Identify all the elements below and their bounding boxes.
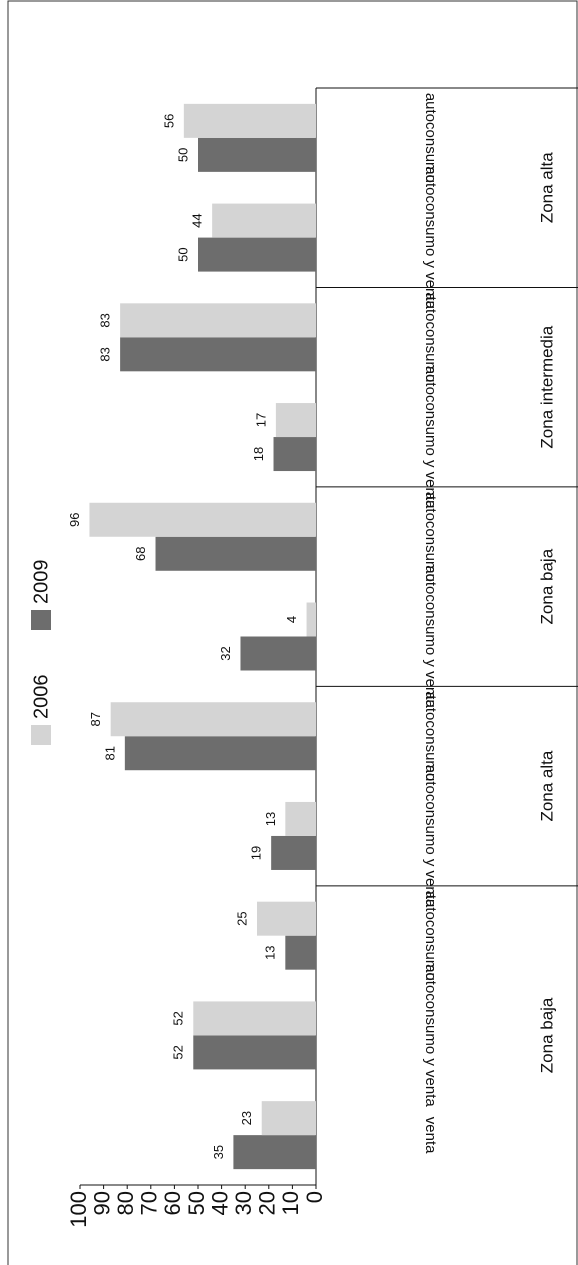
category-label: autoconsumo bbox=[422, 292, 439, 382]
y-tick-label: 50 bbox=[184, 1191, 209, 1215]
bar bbox=[110, 702, 317, 737]
data-label: 96 bbox=[67, 513, 82, 527]
data-label: 25 bbox=[234, 911, 249, 925]
data-label: 87 bbox=[88, 712, 103, 726]
category-label: autoconsumo bbox=[422, 93, 439, 183]
legend-swatch bbox=[31, 610, 51, 630]
data-label: 32 bbox=[218, 646, 233, 660]
bar bbox=[155, 536, 316, 571]
category-label: autoconsumo y venta bbox=[422, 964, 439, 1107]
y-tick-label: 30 bbox=[231, 1191, 256, 1215]
bar bbox=[306, 602, 316, 637]
bar bbox=[212, 203, 316, 238]
bar bbox=[120, 303, 317, 338]
bar bbox=[275, 403, 316, 438]
y-tick-label: 60 bbox=[160, 1191, 185, 1215]
data-label: 56 bbox=[161, 114, 176, 128]
bar bbox=[273, 437, 316, 472]
data-label: 4 bbox=[284, 616, 299, 623]
bar bbox=[193, 1035, 316, 1070]
category-label: autoconsumo y venta bbox=[422, 565, 439, 708]
data-label: 83 bbox=[98, 347, 113, 361]
category-label: autoconsumo y venta bbox=[422, 765, 439, 908]
bar bbox=[285, 801, 316, 836]
data-label: 50 bbox=[175, 247, 190, 261]
category-label: autoconsumo y venta bbox=[422, 366, 439, 509]
category-label: autoconsumo bbox=[422, 492, 439, 582]
category-label: autoconsumo bbox=[422, 691, 439, 781]
y-tick-label: 0 bbox=[302, 1191, 327, 1203]
data-label: 83 bbox=[98, 313, 113, 327]
category-label: autoconsumo bbox=[422, 891, 439, 981]
group-label: Zona baja bbox=[537, 997, 556, 1073]
bar bbox=[120, 337, 317, 372]
bar bbox=[183, 103, 316, 138]
group-label: Zona alta bbox=[537, 750, 556, 821]
bar bbox=[198, 137, 316, 172]
data-label: 23 bbox=[239, 1111, 254, 1125]
bar bbox=[271, 835, 316, 870]
data-label: 44 bbox=[190, 213, 205, 227]
bar bbox=[261, 1101, 316, 1136]
data-label: 52 bbox=[171, 1011, 186, 1025]
category-label: venta bbox=[422, 1117, 439, 1154]
data-label: 13 bbox=[263, 945, 278, 959]
y-tick-label: 70 bbox=[137, 1191, 162, 1215]
data-label: 19 bbox=[249, 846, 264, 860]
group-label: Zona intermedia bbox=[537, 325, 556, 448]
data-label: 68 bbox=[133, 547, 148, 561]
bar bbox=[89, 502, 316, 537]
data-label: 50 bbox=[175, 148, 190, 162]
y-tick-label: 10 bbox=[278, 1191, 303, 1215]
data-label: 35 bbox=[211, 1145, 226, 1159]
y-tick-label: 80 bbox=[113, 1191, 138, 1215]
bar bbox=[198, 237, 316, 272]
bar bbox=[233, 1135, 316, 1170]
legend-label: 2006 bbox=[30, 675, 52, 720]
y-tick-label: 90 bbox=[89, 1191, 114, 1215]
bar bbox=[124, 736, 316, 771]
y-tick-label: 40 bbox=[207, 1191, 232, 1215]
group-label: Zona alta bbox=[537, 152, 556, 223]
legend-label: 2009 bbox=[30, 560, 52, 605]
data-label: 18 bbox=[251, 447, 266, 461]
group-label: Zona baja bbox=[537, 548, 556, 624]
bar bbox=[193, 1001, 316, 1036]
data-label: 13 bbox=[263, 812, 278, 826]
y-tick-label: 20 bbox=[255, 1191, 280, 1215]
bar bbox=[257, 901, 316, 936]
category-label: autoconsumo y venta bbox=[422, 166, 439, 309]
y-tick-label: 100 bbox=[66, 1191, 91, 1228]
legend-swatch bbox=[31, 725, 51, 745]
bar bbox=[240, 636, 316, 671]
bar bbox=[285, 935, 316, 970]
data-label: 17 bbox=[253, 413, 268, 427]
data-label: 52 bbox=[171, 1045, 186, 1059]
data-label: 81 bbox=[102, 746, 117, 760]
frame bbox=[7, 0, 578, 1265]
